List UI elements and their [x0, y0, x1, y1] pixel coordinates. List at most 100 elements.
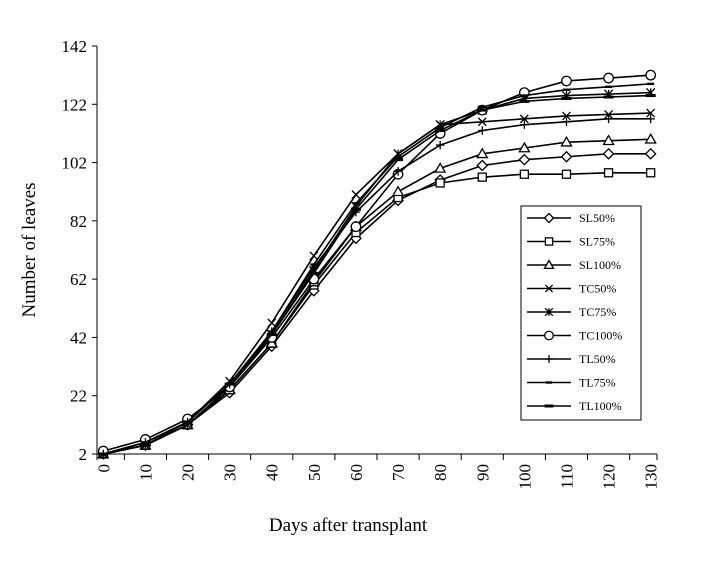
data-point-tc100: [561, 75, 572, 87]
data-point-tc100: [350, 221, 362, 233]
data-point-tl50: [393, 167, 403, 176]
data-point-sl100: [391, 185, 405, 197]
data-point-sl75: [435, 178, 445, 188]
x-tick-label: 100: [515, 464, 534, 490]
x-tick-label: 90: [473, 464, 492, 481]
legend-label-sl50: SL50%: [579, 211, 615, 225]
x-tick-label: 70: [389, 464, 408, 481]
data-point-tl100: [266, 333, 277, 337]
x-tick-label: 30: [221, 464, 240, 481]
data-point-tl75: [268, 330, 276, 333]
y-tick-label: 42: [70, 328, 87, 347]
x-tick-label: 40: [263, 464, 282, 481]
x-tick-label: 10: [136, 464, 155, 481]
y-axis-title: Number of leaves: [19, 182, 40, 317]
x-tick-label: 80: [431, 464, 450, 481]
x-axis-title: Days after transplant: [269, 515, 428, 536]
data-point-tl100: [435, 129, 446, 133]
data-point-tl75: [394, 155, 402, 158]
legend-label-tc75: TC75%: [579, 305, 616, 319]
data-point-tc50: [519, 114, 529, 124]
data-point-tl75: [141, 441, 149, 444]
data-point-tl100: [645, 94, 656, 98]
data-point-tl100: [603, 95, 614, 99]
data-point-tl100: [350, 207, 361, 211]
data-point-sl100: [476, 147, 489, 159]
data-point-sl75: [561, 169, 572, 179]
data-point-tl100: [182, 420, 193, 424]
data-point-sl75: [603, 168, 614, 178]
legend-marker-sl50: [543, 212, 555, 224]
data-point-sl100: [560, 135, 573, 147]
legend-label-tc100: TC100%: [579, 329, 622, 343]
data-point-tl100: [393, 158, 404, 162]
legend-marker-tl100: [544, 404, 554, 408]
legend-marker-tc100: [544, 330, 554, 341]
y-tick-label: 62: [70, 270, 87, 289]
data-point-tl100: [308, 271, 319, 275]
data-point-tc50: [309, 251, 319, 261]
data-point-tl75: [478, 106, 486, 109]
x-tick-label: 120: [600, 464, 619, 490]
data-point-tl50: [520, 120, 529, 129]
data-point-sl75: [477, 172, 487, 182]
data-point-tc50: [477, 117, 487, 127]
data-point-tc100: [603, 72, 614, 84]
x-tick-label: 130: [642, 464, 661, 490]
series-tl100: [98, 94, 656, 456]
data-point-sl75: [646, 168, 656, 178]
legend-label-sl100: SL100%: [579, 258, 621, 272]
data-point-tc50: [267, 318, 277, 328]
data-point-tl50: [646, 114, 655, 124]
data-point-sl100: [644, 132, 657, 144]
data-point-tl50: [604, 114, 613, 124]
data-point-tl75: [647, 82, 655, 86]
x-tick-label: 20: [179, 464, 198, 481]
data-point-sl50: [518, 153, 531, 166]
legend-label-tl50: TL50%: [579, 352, 616, 366]
data-point-tl50: [478, 126, 487, 135]
data-point-tl100: [98, 452, 109, 456]
legend-label-tl100: TL100%: [579, 399, 622, 413]
data-point-sl100: [434, 162, 447, 173]
data-point-sl75: [519, 169, 530, 179]
y-tick-label: 2: [79, 445, 88, 464]
y-tick-label: 102: [62, 154, 88, 173]
y-tick-label: 142: [62, 37, 88, 56]
legend-marker-tc75: [544, 307, 554, 317]
data-point-sl100: [602, 134, 615, 146]
data-point-sl50: [560, 150, 573, 163]
x-axis-ticks: 0 10 20 30 40 50 60 70 80 90 100 110 120 130: [94, 454, 661, 490]
legend-label-tl75: TL75%: [579, 376, 616, 390]
data-point-tl100: [519, 99, 530, 103]
legend-marker-tl75: [545, 381, 553, 384]
legend-marker-tc50: [544, 284, 554, 293]
data-point-tl100: [561, 96, 572, 100]
data-point-tl100: [140, 443, 151, 447]
data-point-tc50: [646, 108, 656, 118]
data-point-tl75: [352, 202, 360, 205]
x-tick-label: 50: [305, 464, 324, 481]
x-tick-label: 0: [94, 464, 113, 473]
data-point-tl50: [562, 117, 571, 127]
series-line-tl100: [103, 94, 651, 455]
legend-label-sl75: SL75%: [579, 235, 615, 249]
legend-label-tc50: TC50%: [579, 282, 616, 296]
legend-marker-sl100: [543, 259, 555, 270]
data-point-sl50: [476, 159, 489, 172]
data-point-tl100: [224, 382, 235, 386]
data-point-tl75: [520, 94, 528, 97]
y-tick-label: 122: [62, 95, 88, 114]
data-point-tl100: [477, 108, 488, 112]
legend-marker-tl50: [545, 355, 553, 363]
data-point-tc50: [562, 111, 571, 121]
legend: SL50% SL75% SL100% TC50% TC75% TC100% TL50% TL7…: [520, 205, 642, 421]
y-tick-label: 22: [70, 387, 87, 406]
data-point-tc50: [351, 190, 361, 200]
data-point-tl75: [605, 85, 613, 88]
data-point-tl75: [562, 88, 570, 91]
series-line-tc100: [103, 74, 651, 452]
y-tick-label: 82: [70, 212, 87, 231]
